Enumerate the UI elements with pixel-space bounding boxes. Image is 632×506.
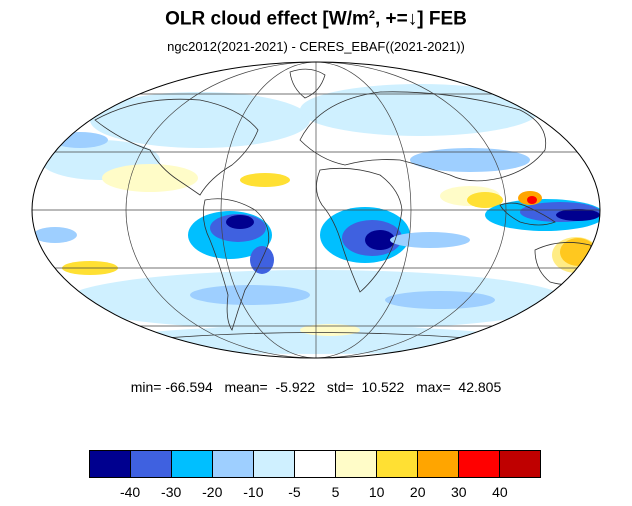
patch-pale-yellow bbox=[102, 164, 198, 192]
colorbar-tick-label: 30 bbox=[451, 484, 467, 500]
patch-royal-blue bbox=[250, 246, 274, 274]
patch-yellow bbox=[240, 173, 290, 187]
mean-value: -5.922 bbox=[275, 379, 316, 395]
colorbar-tick-label: -30 bbox=[161, 484, 182, 500]
patch-mid-blue bbox=[390, 232, 470, 248]
colorbar-tick-label: -20 bbox=[202, 484, 223, 500]
anomaly-patches bbox=[33, 84, 600, 354]
colorbar-tick-label: 40 bbox=[492, 484, 508, 500]
patch-red bbox=[527, 196, 537, 204]
coast-maritime-continent bbox=[499, 202, 556, 226]
colorbar-labels: -40 -30 -20 -10 -5 5 10 20 30 40 bbox=[89, 484, 541, 504]
colorbar-swatch bbox=[213, 451, 254, 477]
coast-africa bbox=[316, 167, 403, 293]
coast-north-america bbox=[94, 98, 259, 196]
max-label: max= bbox=[416, 379, 451, 395]
colorbar-swatch bbox=[377, 451, 418, 477]
colorbar-swatch bbox=[295, 451, 336, 477]
std-value: 10.522 bbox=[361, 379, 405, 395]
colorbar-swatch bbox=[500, 451, 540, 477]
map-title: OLR cloud effect [W/m2, +=↓] FEB bbox=[165, 8, 467, 30]
summary-statistics: min= -66.594 mean= -5.922 std= 10.522 ma… bbox=[0, 379, 632, 395]
map-subtitle: ngc2012(2021-2021) - CERES_EBAF((2021-20… bbox=[167, 39, 465, 54]
mean-label: mean= bbox=[224, 379, 268, 395]
colorbar-swatch bbox=[131, 451, 172, 477]
colorbar-swatch bbox=[172, 451, 213, 477]
colorbar-swatch bbox=[336, 451, 377, 477]
colorbar-swatch bbox=[90, 451, 131, 477]
patch-mid-blue bbox=[190, 285, 310, 305]
colorbar-swatch bbox=[459, 451, 500, 477]
colorbar-swatch bbox=[254, 451, 295, 477]
patch-light-blue bbox=[300, 84, 540, 136]
colorbar-tick-label: -10 bbox=[243, 484, 264, 500]
colorbar-tick-label: -5 bbox=[288, 484, 301, 500]
coast-europe-asia bbox=[299, 91, 547, 182]
patch-mid-blue bbox=[33, 227, 77, 243]
std-label: std= bbox=[326, 379, 354, 395]
colorbar-tick-label: 10 bbox=[368, 484, 385, 500]
colorbar-swatch bbox=[418, 451, 459, 477]
patch-yellow bbox=[467, 192, 503, 208]
colorbar-tick-label: 20 bbox=[409, 484, 426, 500]
graticule bbox=[32, 62, 600, 358]
colorbar-tick-label: 5 bbox=[331, 484, 340, 500]
max-value: 42.805 bbox=[458, 379, 502, 395]
patch-navy bbox=[226, 215, 254, 229]
patch-mid-blue bbox=[385, 291, 495, 309]
map-border bbox=[31, 61, 601, 359]
coast-greenland bbox=[289, 68, 326, 99]
min-label: min= bbox=[130, 379, 162, 395]
patch-navy bbox=[365, 230, 395, 250]
colorbar-tick-label: -40 bbox=[119, 484, 141, 500]
colorbar bbox=[89, 450, 541, 478]
coast-south-america bbox=[202, 198, 270, 331]
patch-navy bbox=[556, 209, 600, 221]
min-value: -66.594 bbox=[165, 379, 213, 395]
patch-mid-blue bbox=[410, 148, 530, 172]
patch-light-blue bbox=[90, 92, 310, 148]
